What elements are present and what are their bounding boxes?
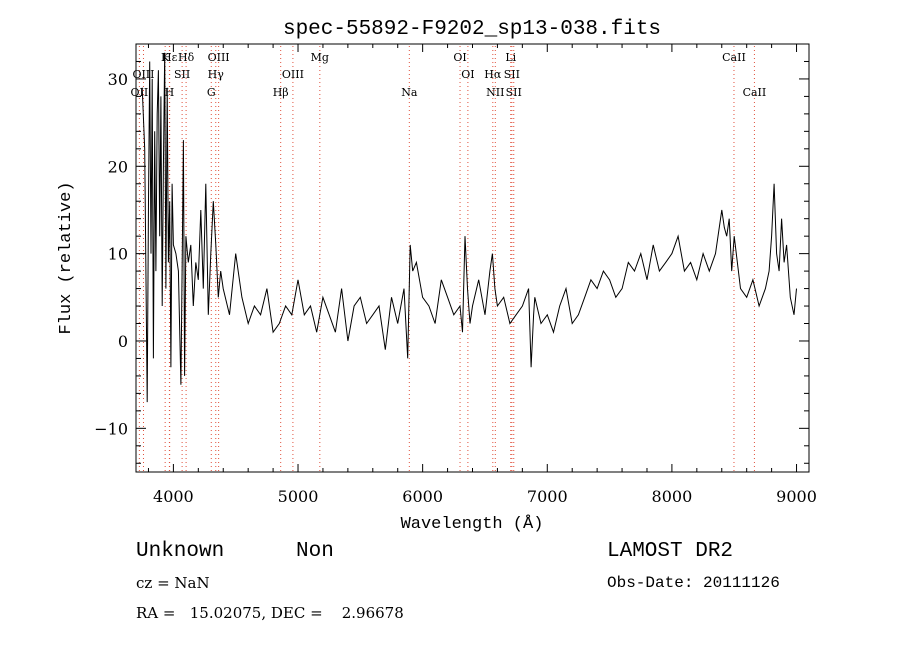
x-tick-label: 5000: [278, 487, 319, 506]
line-label: Hα: [484, 68, 502, 81]
line-label: Hε: [162, 51, 178, 64]
line-label: Li: [505, 51, 516, 64]
x-tick-label: 9000: [776, 487, 817, 506]
line-label: OII: [131, 86, 149, 99]
line-label: OIII: [132, 68, 154, 81]
observation-date: Obs-Date: 20111126: [607, 574, 780, 592]
class-label: Unknown: [136, 540, 225, 563]
axis-ticks: [136, 43, 809, 472]
x-axis-label: Wavelength (Å): [401, 515, 544, 534]
y-tick-label: 30: [108, 70, 128, 89]
y-tick-label: −10: [94, 419, 128, 438]
line-label: K: [161, 51, 170, 64]
line-label: Mg: [311, 51, 329, 64]
line-label: G: [207, 86, 216, 99]
redshift-cz: cz = NaN: [136, 574, 210, 592]
line-label: CaII: [722, 51, 746, 64]
y-tick-label: 0: [118, 332, 128, 351]
line-label: Hβ: [273, 86, 289, 99]
line-label: H: [165, 86, 175, 99]
chart-title: spec-55892-F9202_sp13-038.fits: [283, 18, 661, 41]
y-tick-label: 20: [108, 157, 128, 176]
x-tick-label: 4000: [153, 487, 194, 506]
line-label: OI: [453, 51, 466, 64]
y-axis-label: Flux (relative): [57, 181, 76, 334]
x-tick-label: 7000: [527, 487, 568, 506]
survey-name: LAMOST DR2: [607, 540, 734, 563]
line-label: CaII: [743, 86, 767, 99]
line-label: SII: [174, 68, 190, 81]
x-tick-label: 6000: [402, 487, 443, 506]
line-markers: [138, 46, 755, 472]
x-tick-label: 8000: [652, 487, 693, 506]
line-label: OI: [461, 68, 474, 81]
line-label: SII: [504, 68, 520, 81]
y-tick-label: 10: [108, 245, 128, 264]
line-label: NII: [486, 86, 504, 99]
line-label: Hγ: [208, 68, 225, 81]
coordinates: RA = 15.02075, DEC = 2.96678: [136, 604, 404, 622]
line-label: OIII: [282, 68, 304, 81]
line-label: Hδ: [178, 51, 195, 64]
line-label: SII: [506, 86, 522, 99]
line-label: Na: [401, 86, 418, 99]
axis-tick-labels: 4000 5000 6000 7000 8000 9000 −10 0 10 20 30: [94, 70, 817, 506]
plot-frame: [135, 43, 810, 473]
line-label: OIII: [208, 51, 230, 64]
spectrum-line: [141, 52, 797, 403]
subclass-label: Non: [296, 540, 334, 563]
